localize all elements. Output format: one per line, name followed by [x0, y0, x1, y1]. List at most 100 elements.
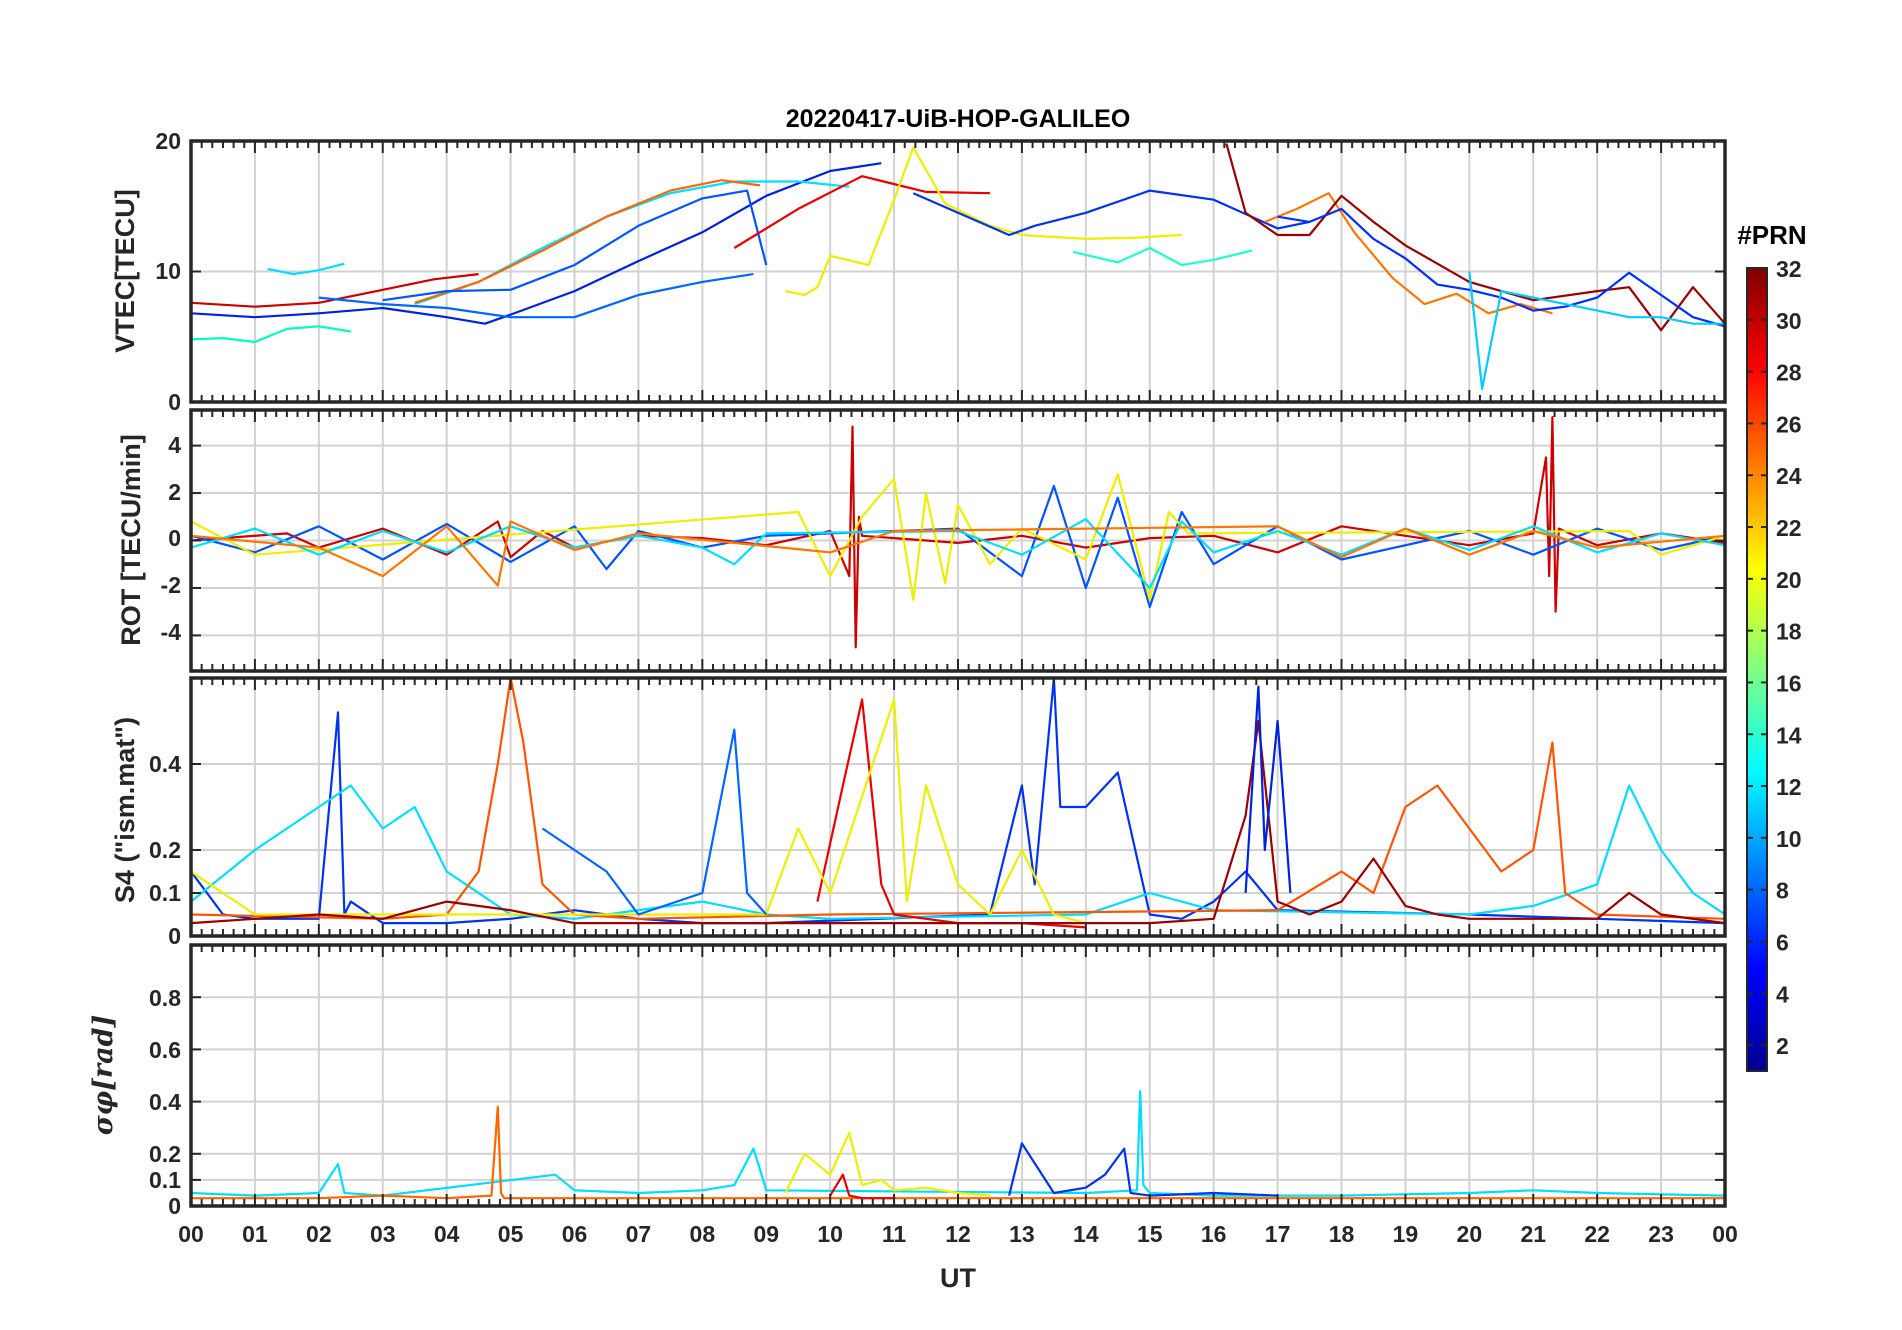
x-tick-label: 22: [1584, 1221, 1610, 1247]
s4-axes-box: [189, 676, 1727, 938]
rot-ytick-label: -2: [161, 572, 181, 598]
rot-ytick-label: 0: [168, 525, 181, 551]
x-tick-label: 23: [1648, 1221, 1674, 1247]
sigma-phi-gridlines: [191, 945, 1725, 1206]
series-line-prn-25: [191, 678, 1725, 920]
series-line-prn-4: [1277, 207, 1725, 328]
x-axis-label: UT: [940, 1263, 976, 1293]
colorbar-tick-label: 26: [1776, 411, 1802, 437]
series-line-prn-15: [1072, 246, 1253, 267]
colorbar-tick-label: 4: [1776, 981, 1789, 1007]
x-tick-label: 18: [1329, 1221, 1355, 1247]
series-line-prn-5: [912, 189, 1310, 237]
figure-title: 20220417-UiB-HOP-GALILEO: [786, 105, 1131, 133]
x-tick-label: 07: [626, 1221, 652, 1247]
sigma-phi-ytick-label: 0: [168, 1193, 181, 1219]
series-line-prn-8: [318, 273, 754, 319]
x-tick-label: 17: [1265, 1221, 1291, 1247]
vtec-axes-box: [189, 139, 1727, 404]
colorbar-tick-label: 18: [1776, 619, 1802, 645]
x-tick-label: 05: [498, 1221, 524, 1247]
vtec-ytick-labels: 0 10 20: [155, 128, 181, 415]
colorbar-tick-label: 24: [1776, 463, 1802, 489]
series-line-prn-31: [1225, 143, 1725, 332]
series-line-prn-6: [191, 484, 1725, 609]
series-line-prn-29: [733, 175, 991, 249]
x-tick-label: 00: [1712, 1221, 1738, 1247]
series-line-prn-29: [829, 1173, 895, 1200]
vtec-ytick-label: 0: [168, 389, 181, 415]
vtec-ytick-label: 20: [155, 128, 181, 154]
x-tick-label: 14: [1073, 1221, 1099, 1247]
sigma-phi-ylabel: σφ[rad]: [88, 1015, 119, 1136]
series-line-prn-27: [191, 273, 479, 308]
x-tick-label: 10: [817, 1221, 843, 1247]
series-line-prn-12: [191, 1090, 1725, 1197]
series-line-prn-12: [267, 262, 345, 276]
series-line-prn-12: [191, 517, 1725, 590]
series-line-prn-24: [191, 520, 1725, 587]
series-line-prn-31: [191, 719, 1725, 925]
series-line-prn-3: [1244, 685, 1292, 894]
sigma-phi-traces: [191, 1090, 1725, 1200]
colorbar-tick-label: 10: [1776, 826, 1802, 852]
s4-panel: 0 0.1 0.2 0.4 S4 ("ism.mat"): [110, 676, 1727, 949]
colorbar-tick-label: 22: [1776, 515, 1802, 541]
series-line-prn-6: [382, 189, 768, 302]
sigma-phi-ytick-label: 0.6: [149, 1037, 181, 1063]
sigma-phi-ytick-label: 0.8: [149, 985, 181, 1011]
rot-ytick-label: 2: [168, 479, 181, 505]
rot-ylabel: ROT [TECU/min]: [116, 434, 146, 645]
rot-axes-box: [189, 408, 1727, 673]
colorbar-tick-label: 8: [1776, 878, 1789, 904]
sigma-phi-ytick-label: 0.2: [149, 1141, 181, 1167]
x-tick-label: 21: [1520, 1221, 1546, 1247]
s4-ytick-label: 0: [168, 923, 181, 949]
colorbar-tick-label: 30: [1776, 308, 1802, 334]
vtec-gridlines: [191, 141, 1725, 402]
series-line-prn-20: [784, 1131, 991, 1197]
s4-ytick-label: 0.4: [149, 751, 181, 777]
x-tick-label: 08: [690, 1221, 716, 1247]
x-tick-label: 13: [1009, 1221, 1035, 1247]
colorbar-tick-label: 20: [1776, 567, 1802, 593]
colorbar-tick-label: 28: [1776, 360, 1802, 386]
series-line-prn-8: [541, 728, 768, 916]
series-line-prn-25: [414, 179, 761, 304]
series-line-prn-11: [1468, 271, 1725, 390]
series-line-prn-24: [191, 1105, 1725, 1200]
s4-ylabel: S4 ("ism.mat"): [110, 717, 140, 903]
sigma-phi-ytick-label: 0.1: [149, 1167, 181, 1193]
x-tick-label: 03: [370, 1221, 396, 1247]
x-tick-label: 04: [434, 1221, 460, 1247]
s4-ytick-label: 0.1: [149, 880, 181, 906]
rot-ytick-labels: -4 -2 0 2 4: [161, 432, 182, 645]
x-tick-label: 12: [945, 1221, 971, 1247]
sigma-phi-panel: 0 0.1 0.2 0.4 0.6 0.8 σφ[rad]: [88, 943, 1727, 1219]
vtec-traces: [191, 143, 1725, 390]
x-tick-label: 19: [1393, 1221, 1419, 1247]
rot-ytick-label: 4: [168, 432, 181, 458]
rot-traces: [191, 416, 1725, 649]
x-tick-label: 20: [1457, 1221, 1483, 1247]
x-tick-label: 00: [178, 1221, 204, 1247]
colorbar-gradient: [1746, 267, 1768, 1072]
series-line-prn-20: [785, 146, 1182, 297]
sigma-phi-ytick-label: 0.4: [149, 1089, 181, 1115]
x-tick-label: 01: [242, 1221, 268, 1247]
vtec-ylabel: VTEC[TECU]: [110, 189, 140, 353]
series-line-prn-20: [191, 473, 1725, 601]
s4-ytick-label: 0.2: [149, 837, 181, 863]
vtec-panel: 0 10 20 VTEC[TECU]: [110, 128, 1727, 415]
colorbar-tick-label: 2: [1776, 1033, 1789, 1059]
x-tick-label: 06: [562, 1221, 588, 1247]
colorbar-tick-label: 16: [1776, 670, 1802, 696]
colorbar-tick-label: 32: [1776, 256, 1802, 282]
colorbar-tick-label: 6: [1776, 929, 1789, 955]
x-tick-label: 11: [882, 1221, 907, 1247]
colorbar-tick-label: 14: [1776, 722, 1802, 748]
x-tick-label: 02: [306, 1221, 332, 1247]
